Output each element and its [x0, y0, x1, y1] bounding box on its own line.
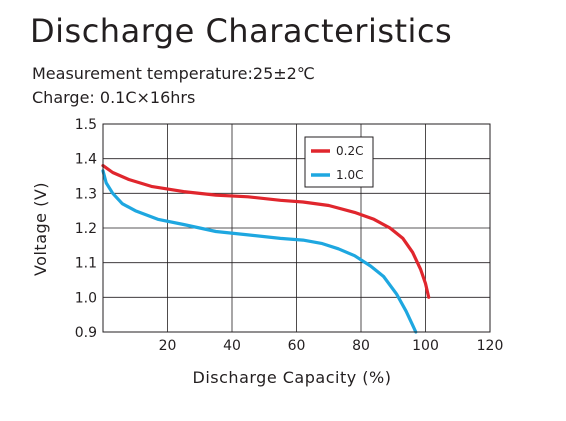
y-tick-label: 1.2 — [75, 221, 97, 237]
legend-label: 0.2C — [336, 144, 363, 158]
chart-title: Discharge Characteristics — [30, 12, 453, 50]
y-tick-label: 1.5 — [75, 117, 97, 133]
legend-label: 1.0C — [336, 168, 363, 182]
y-axis-title: Voltage (V) — [31, 182, 50, 276]
chart-series — [101, 164, 431, 334]
measurement-temperature-label: Measurement temperature:25±2℃ — [32, 64, 315, 83]
chart-grid — [103, 123, 491, 333]
x-tick-label: 120 — [477, 338, 504, 354]
x-tick-label: 20 — [159, 338, 177, 354]
y-tick-label: 1.0 — [75, 290, 97, 306]
plot-border — [102, 123, 491, 333]
series-line-1-0c — [101, 169, 418, 334]
x-tick-label: 80 — [352, 338, 370, 354]
y-tick-label: 1.4 — [75, 152, 97, 168]
charge-condition-label: Charge: 0.1C×16hrs — [32, 88, 196, 107]
legend: 0.2C 1.0C — [304, 136, 374, 188]
y-tick-label: 1.3 — [75, 186, 97, 202]
x-tick-label: 40 — [223, 338, 241, 354]
x-tick-label: 60 — [288, 338, 306, 354]
y-axis-ticks: 0.9 1.0 1.1 1.2 1.3 1.4 1.5 — [75, 117, 97, 341]
x-tick-label: 100 — [412, 338, 439, 354]
series-line-0-2c — [101, 164, 431, 299]
x-axis-ticks: 20 40 60 80 100 120 — [159, 338, 504, 354]
legend-box — [304, 136, 374, 188]
plot-frame — [102, 123, 491, 333]
x-axis-title: Discharge Capacity (%) — [193, 368, 392, 387]
y-tick-label: 1.1 — [75, 256, 97, 272]
y-tick-label: 0.9 — [75, 325, 97, 341]
